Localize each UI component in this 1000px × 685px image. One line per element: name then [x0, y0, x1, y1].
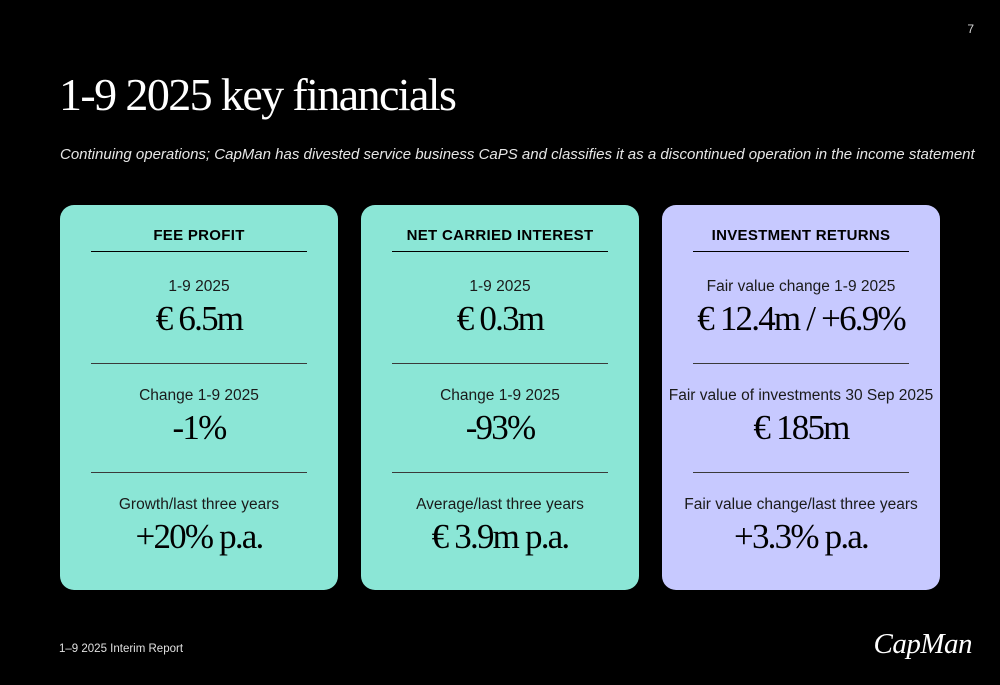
metric-label: Fair value change/last three years [684, 496, 918, 513]
page-number: 7 [967, 22, 974, 36]
divider [91, 472, 307, 473]
metric-value: € 6.5m [155, 299, 244, 338]
page-title: 1-9 2025 key financials [59, 69, 457, 120]
metric-value: € 0.3m [456, 299, 545, 338]
fee-profit-card: FEE PROFIT 1-9 2025 € 6.5m Change 1-9 20… [60, 205, 338, 590]
metric: Fair value of investments 30 Sep 2025 € … [662, 387, 940, 448]
metric-label: 1-9 2025 [469, 278, 531, 295]
card-header: NET CARRIED INTEREST [392, 227, 608, 252]
metric-label: Fair value change 1-9 2025 [706, 278, 896, 295]
metric-value: +20% p.a. [135, 517, 265, 556]
divider [91, 363, 307, 364]
metric: Fair value change/last three years +3.3%… [662, 496, 940, 557]
net-carried-interest-card: NET CARRIED INTEREST 1-9 2025 € 0.3m Cha… [361, 205, 639, 590]
capman-logo: CapMan [873, 628, 973, 660]
metric-value: +3.3% p.a. [734, 517, 870, 556]
metric-label: Change 1-9 2025 [139, 387, 259, 404]
metric: Change 1-9 2025 -1% [60, 387, 338, 448]
card-header: INVESTMENT RETURNS [693, 227, 909, 252]
metric-label: Growth/last three years [118, 496, 280, 513]
divider [693, 472, 909, 473]
metric-label: Fair value of investments 30 Sep 2025 [668, 387, 934, 404]
divider [392, 472, 608, 473]
metric-value: -1% [172, 408, 228, 447]
metric-value: € 3.9m p.a. [431, 517, 571, 556]
metric-label: Change 1-9 2025 [440, 387, 560, 404]
metric-label: 1-9 2025 [168, 278, 230, 295]
metric-label: Average/last three years [416, 496, 584, 513]
metric: Average/last three years € 3.9m p.a. [361, 496, 639, 557]
metric-value: € 12.4m / +6.9% [697, 299, 906, 338]
divider [693, 363, 909, 364]
metric-value: € 185m [753, 408, 850, 447]
metric: Fair value change 1-9 2025 € 12.4m / +6.… [662, 278, 940, 339]
metric-value: -93% [465, 408, 536, 447]
page-subtitle: Continuing operations; CapMan has divest… [60, 146, 975, 163]
footer-report-name: 1–9 2025 Interim Report [59, 643, 184, 655]
metric: 1-9 2025 € 6.5m [60, 278, 338, 339]
metric: Change 1-9 2025 -93% [361, 387, 639, 448]
divider [392, 363, 608, 364]
metric: Growth/last three years +20% p.a. [60, 496, 338, 557]
card-header: FEE PROFIT [91, 227, 307, 252]
investment-returns-card: INVESTMENT RETURNS Fair value change 1-9… [662, 205, 940, 590]
metric: 1-9 2025 € 0.3m [361, 278, 639, 339]
